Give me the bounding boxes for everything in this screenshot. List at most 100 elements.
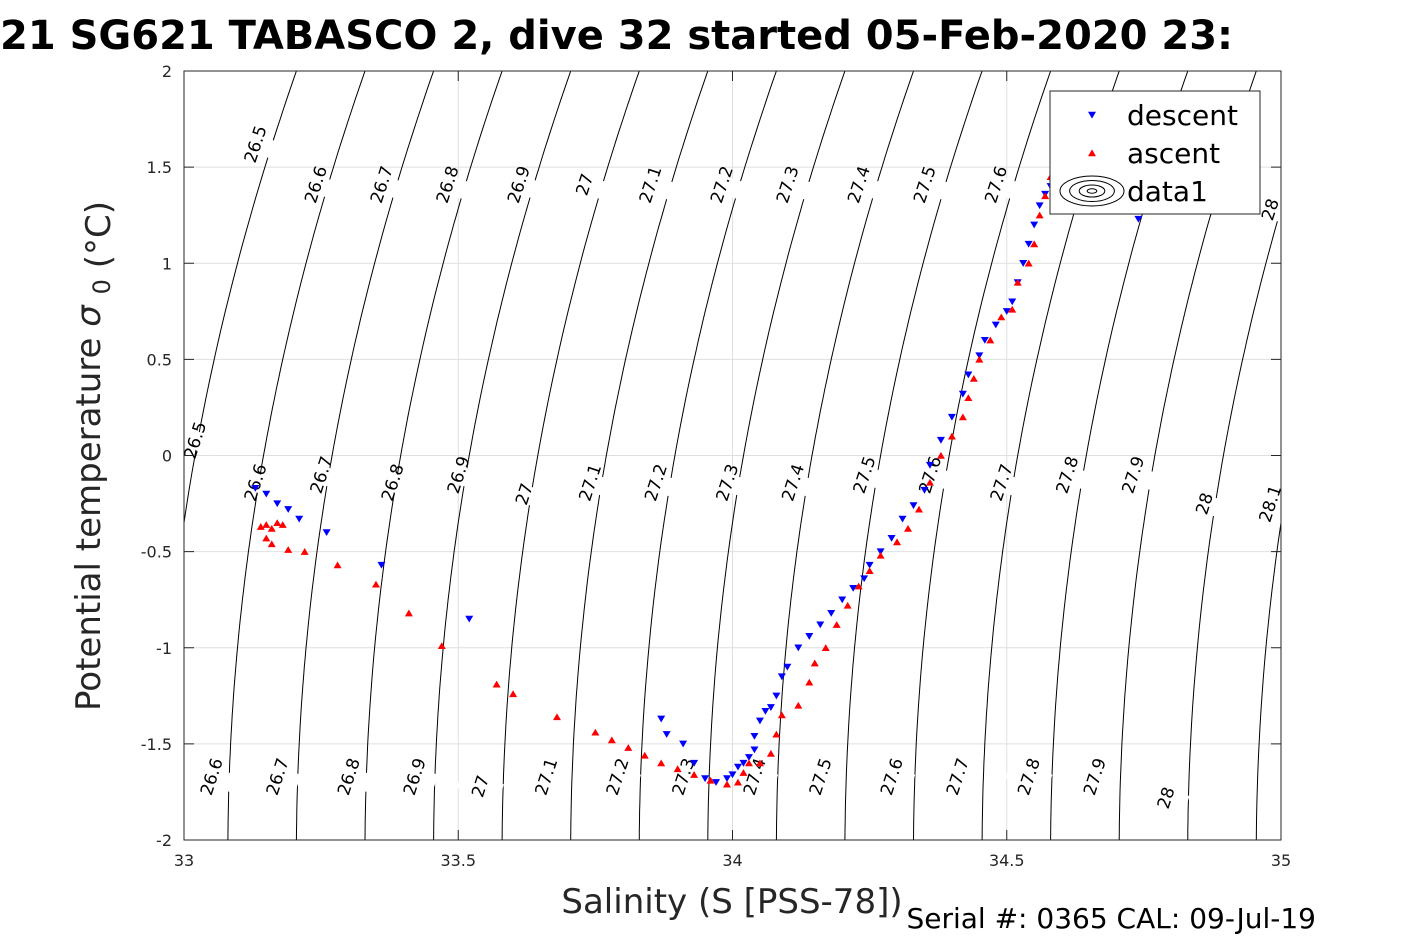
descent-point-18 (744, 754, 753, 761)
ascent-point-35 (821, 644, 830, 651)
legend-box (1049, 90, 1261, 215)
ascent-point-34 (810, 659, 819, 667)
descent-point-53 (1030, 221, 1039, 229)
series-descent (251, 183, 1143, 786)
legend-marker-ascent (1088, 149, 1096, 157)
descent-point-45 (975, 352, 984, 360)
descent-point-29 (816, 621, 825, 629)
ascent-point-31 (777, 711, 786, 719)
ascent-point-7 (284, 546, 293, 553)
y-axis-label: Potential temperature σ 0 (°C) (69, 201, 119, 711)
legend: descent ascent data1 (1049, 90, 1261, 215)
contour-line-26.7 (295, 71, 435, 840)
contour-line-28.1 (1255, 519, 1281, 840)
axis-ticks: 33 33.5 34 34.5 35 -2 -1.5 -1 -0.5 0 0.5 1 1.5 2 (141, 62, 1291, 870)
ascent-point-29 (766, 749, 775, 757)
descent-point-30 (827, 609, 836, 617)
descent-point-37 (898, 515, 907, 523)
contour-label-bg-2 (357, 169, 406, 200)
ascent-point-57 (1035, 211, 1044, 219)
descent-point-25 (777, 673, 786, 681)
ascent-point-51 (986, 336, 995, 344)
ascent-point-23 (706, 776, 715, 784)
descent-point-48 (1002, 308, 1011, 315)
descent-point-28 (805, 633, 814, 640)
contour-line-26.8 (364, 71, 503, 840)
descent-point-34 (865, 561, 874, 569)
descent-point-49 (1008, 298, 1017, 306)
contour-line-28 (1187, 206, 1281, 840)
ascent-point-42 (904, 524, 913, 532)
ascent-point-3 (273, 519, 282, 526)
descent-point-6 (377, 561, 386, 569)
ascent-point-47 (958, 413, 967, 421)
serial-cal-footer: Serial #: 0365 CAL: 09-Jul-19 (906, 902, 1316, 935)
descent-point-1 (262, 490, 271, 498)
x-tick-label-4: 35 (1271, 851, 1291, 870)
ascent-point-36 (832, 621, 841, 628)
ascent-point-55 (1024, 259, 1033, 267)
descent-point-24 (772, 692, 781, 700)
descent-point-40 (925, 461, 934, 469)
contour-label-bg-3 (423, 169, 471, 200)
contour-label-bg-7 (697, 169, 746, 200)
contour-label-bg-6 (626, 169, 674, 200)
y-tick-label-4: 0 (162, 447, 172, 466)
descent-point-32 (849, 584, 858, 592)
descent-point-38 (909, 502, 918, 510)
contour-label-bg-9 (834, 169, 883, 200)
contour-label-bg-19 (566, 467, 614, 498)
legend-items: descent ascent data1 (1059, 99, 1238, 208)
ascent-point-56 (1030, 240, 1039, 248)
ascent-point-46 (947, 432, 956, 440)
descent-point-4 (295, 515, 304, 523)
legend-label-data1: data1 (1127, 175, 1208, 208)
contour-label-bg-31 (253, 761, 301, 792)
ascent-point-30 (772, 730, 781, 738)
ascent-point-16 (591, 728, 600, 736)
contour-label-bg-13 (171, 424, 219, 456)
contour-line-26.5 (184, 71, 297, 527)
descent-point-13 (712, 779, 721, 786)
contour-label-bg-37 (659, 761, 707, 792)
ascent-point-24 (723, 780, 732, 788)
descent-point-47 (991, 321, 1000, 329)
ascent-point-38 (854, 582, 863, 590)
descent-point-41 (936, 436, 945, 444)
ascent-point-19 (640, 751, 649, 759)
ascent-point-48 (964, 394, 973, 402)
descent-point-11 (690, 759, 699, 767)
y-tick-label-5: 0.5 (147, 350, 172, 369)
ascent-point-45 (936, 451, 945, 459)
ascent-point-20 (657, 759, 666, 767)
contour-label-bg-1 (291, 169, 340, 200)
contour-label-bg-0 (231, 128, 280, 160)
y-tick-label-3: -0.5 (141, 543, 172, 562)
ascent-point-44 (925, 478, 934, 486)
ascent-point-28 (755, 759, 764, 767)
contour-label-bg-26 (1043, 459, 1091, 491)
ascent-point-4 (278, 521, 287, 528)
y-tick-label-8: 2 (162, 62, 172, 81)
x-tick-label-0: 33 (174, 851, 194, 870)
contour-label-bg-11 (972, 169, 1020, 200)
descent-point-43 (958, 390, 967, 398)
descent-point-36 (887, 534, 896, 542)
ascent-point-9 (333, 561, 342, 569)
contour-label-bg-30 (187, 761, 236, 792)
descent-point-42 (947, 413, 956, 421)
ascent-point-8 (300, 548, 309, 555)
y-axis-label-unit: (°C) (79, 201, 119, 268)
contour-line-27.2 (638, 71, 777, 840)
x-tick-label-3: 34.5 (989, 851, 1025, 870)
descent-point-22 (761, 707, 770, 715)
y-tick-label-0: -2 (156, 831, 172, 850)
x-tick-label-2: 34 (722, 851, 742, 870)
ascent-point-18 (624, 744, 633, 751)
legend-contour-ring-3 (1086, 188, 1098, 194)
descent-point-5 (322, 529, 331, 536)
y-axis-label-text: Potential temperature (69, 338, 109, 711)
ascent-point-25 (733, 778, 742, 786)
contour-label-bg-20 (632, 467, 680, 498)
descent-point-57 (1134, 215, 1143, 223)
